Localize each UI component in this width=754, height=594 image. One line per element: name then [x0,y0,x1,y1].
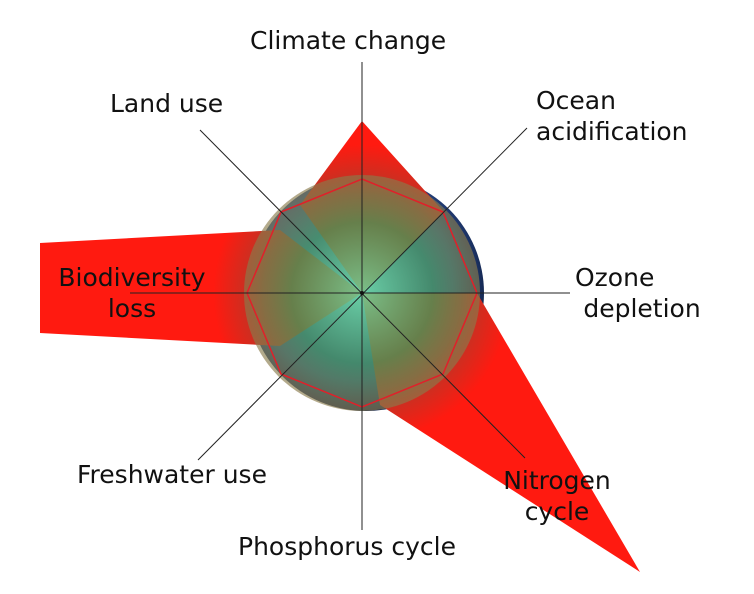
label-freshwater-use: Freshwater use [77,460,267,489]
label-line: Nitrogen [503,466,611,495]
label-line: acidification [536,117,688,146]
label-phosphorus-cycle: Phosphorus cycle [238,532,456,561]
label-nitrogen-cycle: Nitrogen cycle [492,465,622,527]
label-line: Ocean [536,86,616,115]
label-land-use: Land use [110,89,224,118]
label-ozone-depletion: Ozone depletion [572,262,712,324]
label-ocean-acidification: Ocean acidification [536,85,688,147]
label-line: loss [107,294,157,323]
label-line: depletion [583,294,701,323]
label-line: Ozone [575,263,655,292]
label-line: Biodiversity [58,263,206,292]
label-line: cycle [524,497,590,526]
label-biodiversity-loss: Biodiversity loss [47,262,217,324]
label-climate-change: Climate change [250,26,447,55]
